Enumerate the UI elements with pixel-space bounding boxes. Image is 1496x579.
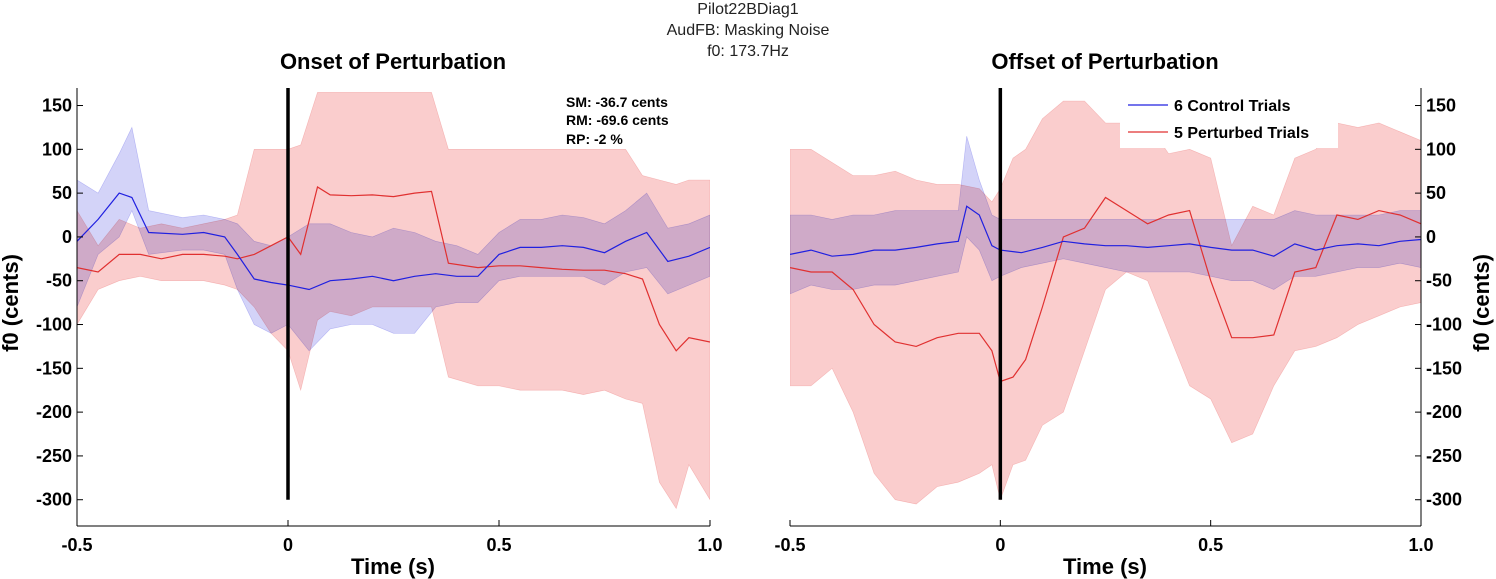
onset-y-tick-label: -200 <box>36 402 72 422</box>
offset-y-tick-label: -50 <box>1426 271 1452 291</box>
figure-title-line-2: AudFB: Masking Noise <box>667 22 830 39</box>
stat-rp: RP: -2 % <box>566 131 623 147</box>
offset-y-axis-label: f0 (cents) <box>1469 254 1494 352</box>
onset-control-mean-line <box>77 192 710 291</box>
onset-x-tick-label: 0 <box>283 535 293 555</box>
onset-y-tick-label: -250 <box>36 446 72 466</box>
offset-perturbed-mean-line <box>790 196 1421 383</box>
onset-y-tick-label: -100 <box>36 315 72 335</box>
offset-plot: -0.5 0 0.5 1.0 150 100 50 0 -50 -100 -150 -200 -250 -… <box>774 88 1462 555</box>
offset-x-tick-label: 0 <box>995 535 1005 555</box>
stat-rm: RM: -69.6 cents <box>566 112 669 128</box>
onset-panel-title: Onset of Perturbation <box>280 49 506 74</box>
offset-y-tick-label: -300 <box>1426 490 1462 510</box>
offset-y-tick-label: -100 <box>1426 315 1462 335</box>
offset-y-tick-label: 150 <box>1426 96 1456 116</box>
onset-y-tick-label: 50 <box>52 183 72 203</box>
onset-perturbed-mean-line <box>77 186 710 352</box>
figure-title-line-3: f0: 173.7Hz <box>707 43 789 60</box>
offset-panel-title: Offset of Perturbation <box>991 49 1218 74</box>
offset-y-tick-label: -150 <box>1426 358 1462 378</box>
offset-y-tick-label: -250 <box>1426 446 1462 466</box>
onset-x-axis-label: Time (s) <box>351 554 435 579</box>
onset-y-tick-label: 150 <box>42 96 72 116</box>
onset-y-tick-label: -150 <box>36 358 72 378</box>
offset-control-mean-line <box>790 205 1421 257</box>
onset-y-tick-label: 100 <box>42 139 72 159</box>
onset-x-tick-label: -0.5 <box>61 535 92 555</box>
onset-y-tick-label: -50 <box>46 271 72 291</box>
onset-y-tick-label: -300 <box>36 490 72 510</box>
stat-sm: SM: -36.7 cents <box>566 94 668 110</box>
offset-x-tick-label: -0.5 <box>774 535 805 555</box>
offset-x-tick-label: 0.5 <box>1198 535 1223 555</box>
offset-x-axis-label: Time (s) <box>1063 554 1147 579</box>
offset-y-tick-label: 100 <box>1426 139 1456 159</box>
onset-y-axis-label: f0 (cents) <box>0 254 23 352</box>
legend: 6 Control Trials 5 Perturbed Trials <box>1120 92 1338 148</box>
onset-plot: -0.5 0 0.5 1.0 150 100 50 0 -50 -100 -150 -200 -250 -… <box>36 88 723 555</box>
figure-title-line-1: Pilot22BDiag1 <box>697 1 799 18</box>
offset-control-band <box>790 136 1421 295</box>
offset-perturbed-band <box>790 100 1421 505</box>
onset-x-tick-label: 0.5 <box>486 535 511 555</box>
offset-x-tick-label: 1.0 <box>1408 535 1433 555</box>
offset-y-tick-label: 50 <box>1426 183 1446 203</box>
offset-y-tick-label: 0 <box>1426 227 1436 247</box>
onset-y-tick-label: 0 <box>62 227 72 247</box>
legend-label-control: 6 Control Trials <box>1174 98 1291 115</box>
legend-label-perturbed: 5 Perturbed Trials <box>1174 125 1309 142</box>
onset-x-tick-label: 1.0 <box>697 535 722 555</box>
offset-y-tick-label: -200 <box>1426 402 1462 422</box>
legend-box <box>1120 92 1338 148</box>
